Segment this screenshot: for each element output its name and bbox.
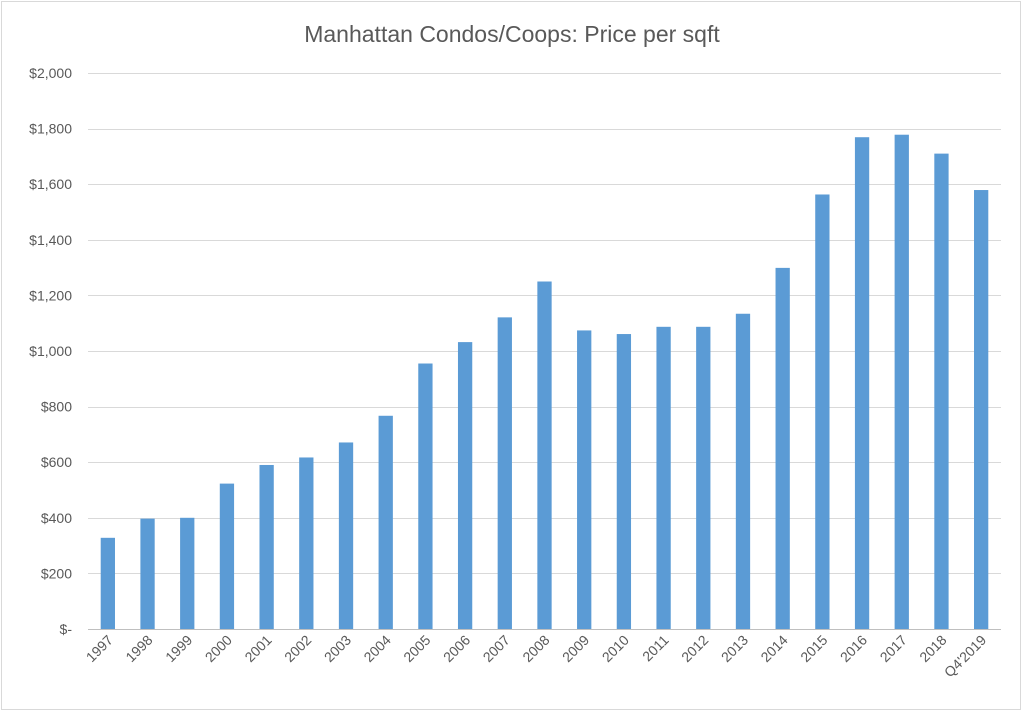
x-tick-label: 2005: [400, 632, 433, 665]
bar-2004: [378, 415, 393, 629]
y-tick-label: $2,000: [29, 65, 72, 81]
x-tick-label: 1999: [162, 632, 195, 665]
bar-2006: [457, 342, 473, 629]
x-tick-label: 1997: [83, 632, 116, 665]
x-tick-label: 2017: [877, 632, 910, 665]
bar-2012: [696, 326, 711, 629]
x-tick-label: 2002: [281, 632, 314, 665]
y-tick-label: $-: [60, 621, 73, 637]
x-tick-label: 2016: [837, 632, 870, 665]
y-tick-label: $1,200: [29, 287, 72, 303]
bar-2007: [497, 317, 512, 629]
y-tick-label: $1,800: [29, 121, 72, 137]
bar-2015: [815, 194, 830, 629]
x-tick-label: 2004: [360, 632, 393, 665]
y-tick-label: $1,600: [29, 176, 72, 192]
bar-2016: [854, 137, 870, 629]
bar-2008: [537, 281, 552, 629]
x-tick-label: 2018: [916, 632, 949, 665]
bar-2017: [894, 134, 909, 629]
y-tick-label: $200: [41, 565, 72, 581]
y-tick-label: $1,000: [29, 343, 72, 359]
bar-2001: [259, 464, 274, 629]
bar-2013: [735, 313, 751, 629]
bar-2005: [418, 363, 433, 629]
x-tick-label: 2012: [678, 632, 711, 665]
bar-1997: [100, 537, 115, 629]
x-tick-label: 1998: [122, 632, 155, 665]
x-tick-label: Q4'2019: [941, 632, 990, 681]
bars: [100, 134, 989, 629]
y-tick-label: $1,400: [29, 232, 72, 248]
y-tick-label: $800: [41, 399, 72, 415]
x-tick-label: 2015: [797, 632, 830, 665]
x-tick-label: 2000: [202, 632, 235, 665]
x-tick-label: 2013: [718, 632, 751, 665]
x-tick-label: 2010: [599, 632, 632, 665]
gridlines: [88, 73, 1001, 574]
x-tick-label: 2007: [480, 632, 513, 665]
bar-2002: [299, 457, 314, 629]
x-tick-label: 2003: [321, 632, 354, 665]
bar-2011: [656, 326, 671, 629]
bar-2014: [775, 267, 790, 629]
x-tick-label: 2006: [440, 632, 473, 665]
x-axis-ticks: 1997 1998 1999 2000 2001 2002 2003 2004 2005 2006…: [83, 632, 990, 681]
y-tick-label: $600: [41, 454, 72, 470]
bar-2018: [934, 153, 949, 629]
bar-1999: [180, 517, 195, 629]
x-tick-label: 2001: [241, 632, 274, 665]
bar-q4-2019: [974, 190, 989, 629]
y-axis-ticks: $- $200 $400 $600 $800 $1,000 $1,200 $1,400 $1,6…: [29, 65, 72, 637]
bar-1998: [140, 518, 155, 629]
x-tick-label: 2009: [559, 632, 592, 665]
bar-2010: [616, 334, 632, 629]
bar-2003: [338, 442, 354, 629]
chart-title: Manhattan Condos/Coops: Price per sqft: [304, 21, 720, 47]
bar-2000: [219, 483, 235, 629]
y-tick-label: $400: [41, 510, 72, 526]
x-tick-label: 2014: [757, 632, 790, 665]
bar-2009: [577, 330, 592, 629]
x-tick-label: 2008: [519, 632, 552, 665]
x-tick-label: 2011: [639, 632, 672, 665]
